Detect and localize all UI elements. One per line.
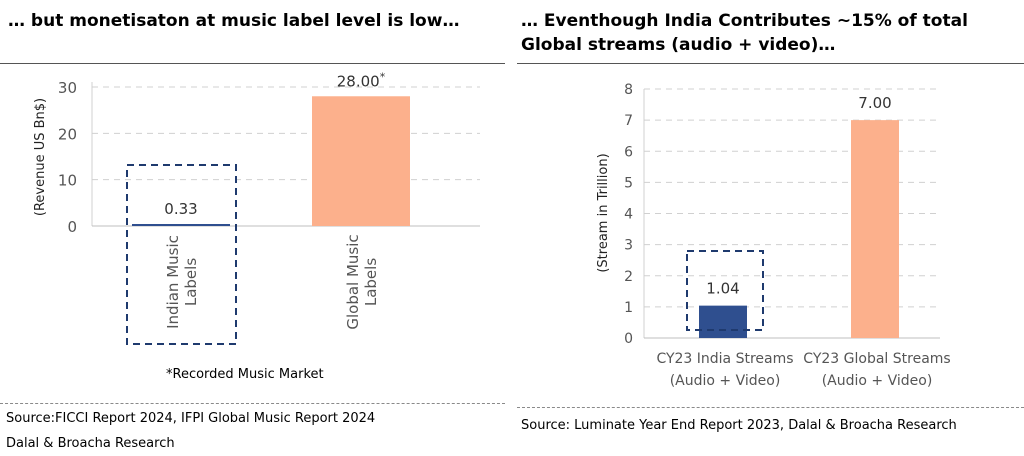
right-data-label: 1.04 <box>706 280 739 298</box>
left-highlight-box <box>126 164 237 345</box>
left-bar <box>132 224 230 226</box>
right-source-divider <box>517 407 1024 408</box>
left-data-label: 28.00* <box>337 70 386 90</box>
right-heading-line1: … Eventhough India Contributes ~15% of t… <box>521 11 968 31</box>
right-y-axis-label: (Stream in Trillion) <box>596 153 611 272</box>
right-y-tick-label: 1 <box>624 300 633 316</box>
left-y-tick-label: 30 <box>58 79 77 97</box>
right-source-line1: Source: Luminate Year End Report 2023, D… <box>521 418 957 433</box>
left-chart: 0 10 20 30 (Revenue US Bn$) 0.33 Indian MusicL… <box>33 70 480 345</box>
right-y-tick-label: 4 <box>624 207 633 223</box>
left-heading-rule <box>0 63 505 64</box>
left-category-label: Indian MusicLabels <box>164 235 200 329</box>
right-bar <box>851 120 899 338</box>
right-y-tick-label: 8 <box>624 82 633 98</box>
right-highlight-box <box>686 250 764 331</box>
right-y-tick-label: 5 <box>624 175 633 191</box>
right-category-label: (Audio + Video) <box>822 373 933 389</box>
right-y-tick-label: 3 <box>624 238 633 254</box>
left-category-label: Global MusicLabels <box>344 234 380 329</box>
right-category-label: (Audio + Video) <box>670 373 781 389</box>
right-data-label: 7.00 <box>858 94 891 112</box>
left-heading: … but monetisaton at music label level i… <box>8 11 460 31</box>
left-y-tick-label: 20 <box>58 125 77 143</box>
right-heading-line2: Global streams (audio + video)… <box>521 35 836 55</box>
left-source-divider <box>0 403 505 404</box>
left-y-tick-label: 10 <box>58 172 77 190</box>
right-panel: … Eventhough India Contributes ~15% of t… <box>517 0 1024 456</box>
left-footnote: *Recorded Music Market <box>166 367 324 382</box>
left-panel: … but monetisaton at music label level i… <box>0 0 505 456</box>
right-y-tick-label: 0 <box>624 331 633 347</box>
right-chart: 0 1 2 3 4 5 6 7 8 (Stream in Trillion) 1.04 CY23 In… <box>596 82 951 389</box>
right-heading-rule <box>517 63 1024 64</box>
left-source-line1: Source:FICCI Report 2024, IFPI Global Mu… <box>6 411 376 426</box>
left-data-label: 0.33 <box>164 200 197 218</box>
left-y-axis-label: (Revenue US Bn$) <box>33 98 48 216</box>
right-category-label: CY23 Global Streams <box>803 351 950 367</box>
right-y-tick-label: 2 <box>624 269 633 285</box>
right-y-tick-label: 7 <box>624 113 633 129</box>
right-bar <box>699 305 747 338</box>
left-bar <box>312 96 410 227</box>
right-category-label: CY23 India Streams <box>656 351 793 367</box>
left-y-tick-label: 0 <box>67 218 77 236</box>
right-y-tick-label: 6 <box>624 144 633 160</box>
left-source-line2: Dalal & Broacha Research <box>6 436 175 451</box>
